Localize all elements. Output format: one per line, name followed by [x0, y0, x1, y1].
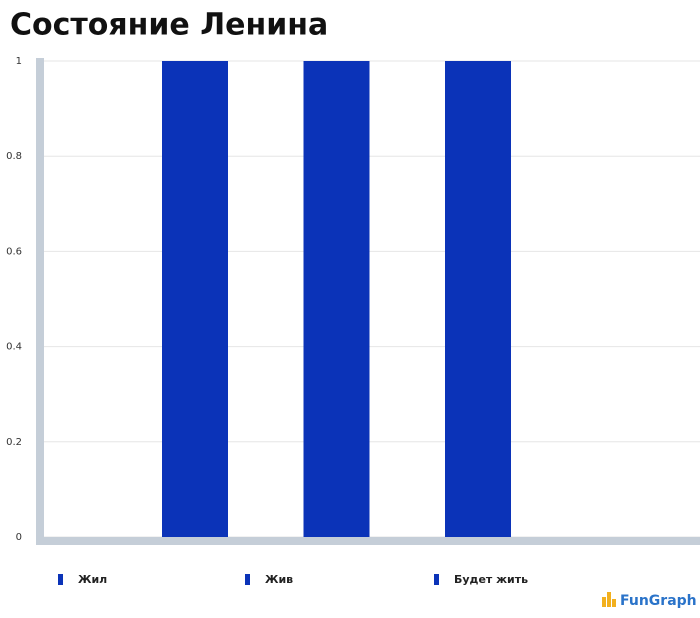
y-tick-label: 1 [16, 56, 22, 67]
chart-title: Состояние Ленина [10, 8, 328, 43]
bar [162, 61, 228, 537]
watermark-icon [602, 592, 616, 607]
y-axis [36, 58, 44, 545]
legend-swatch [434, 574, 439, 585]
legend-label: Жил [78, 573, 107, 586]
legend-label: Жив [265, 573, 293, 586]
y-tick-label: 0.8 [6, 151, 22, 162]
y-tick-label: 0.4 [6, 342, 22, 353]
y-tick-label: 0.2 [6, 437, 22, 448]
bar [303, 61, 370, 537]
legend-swatch [245, 574, 250, 585]
bar [445, 61, 511, 537]
y-tick-label: 0 [16, 532, 22, 543]
y-tick-label: 0.6 [6, 246, 22, 257]
legend-label: Будет жить [454, 573, 528, 586]
x-axis [36, 537, 700, 545]
legend-swatch [58, 574, 63, 585]
watermark: FunGraph [620, 593, 697, 609]
